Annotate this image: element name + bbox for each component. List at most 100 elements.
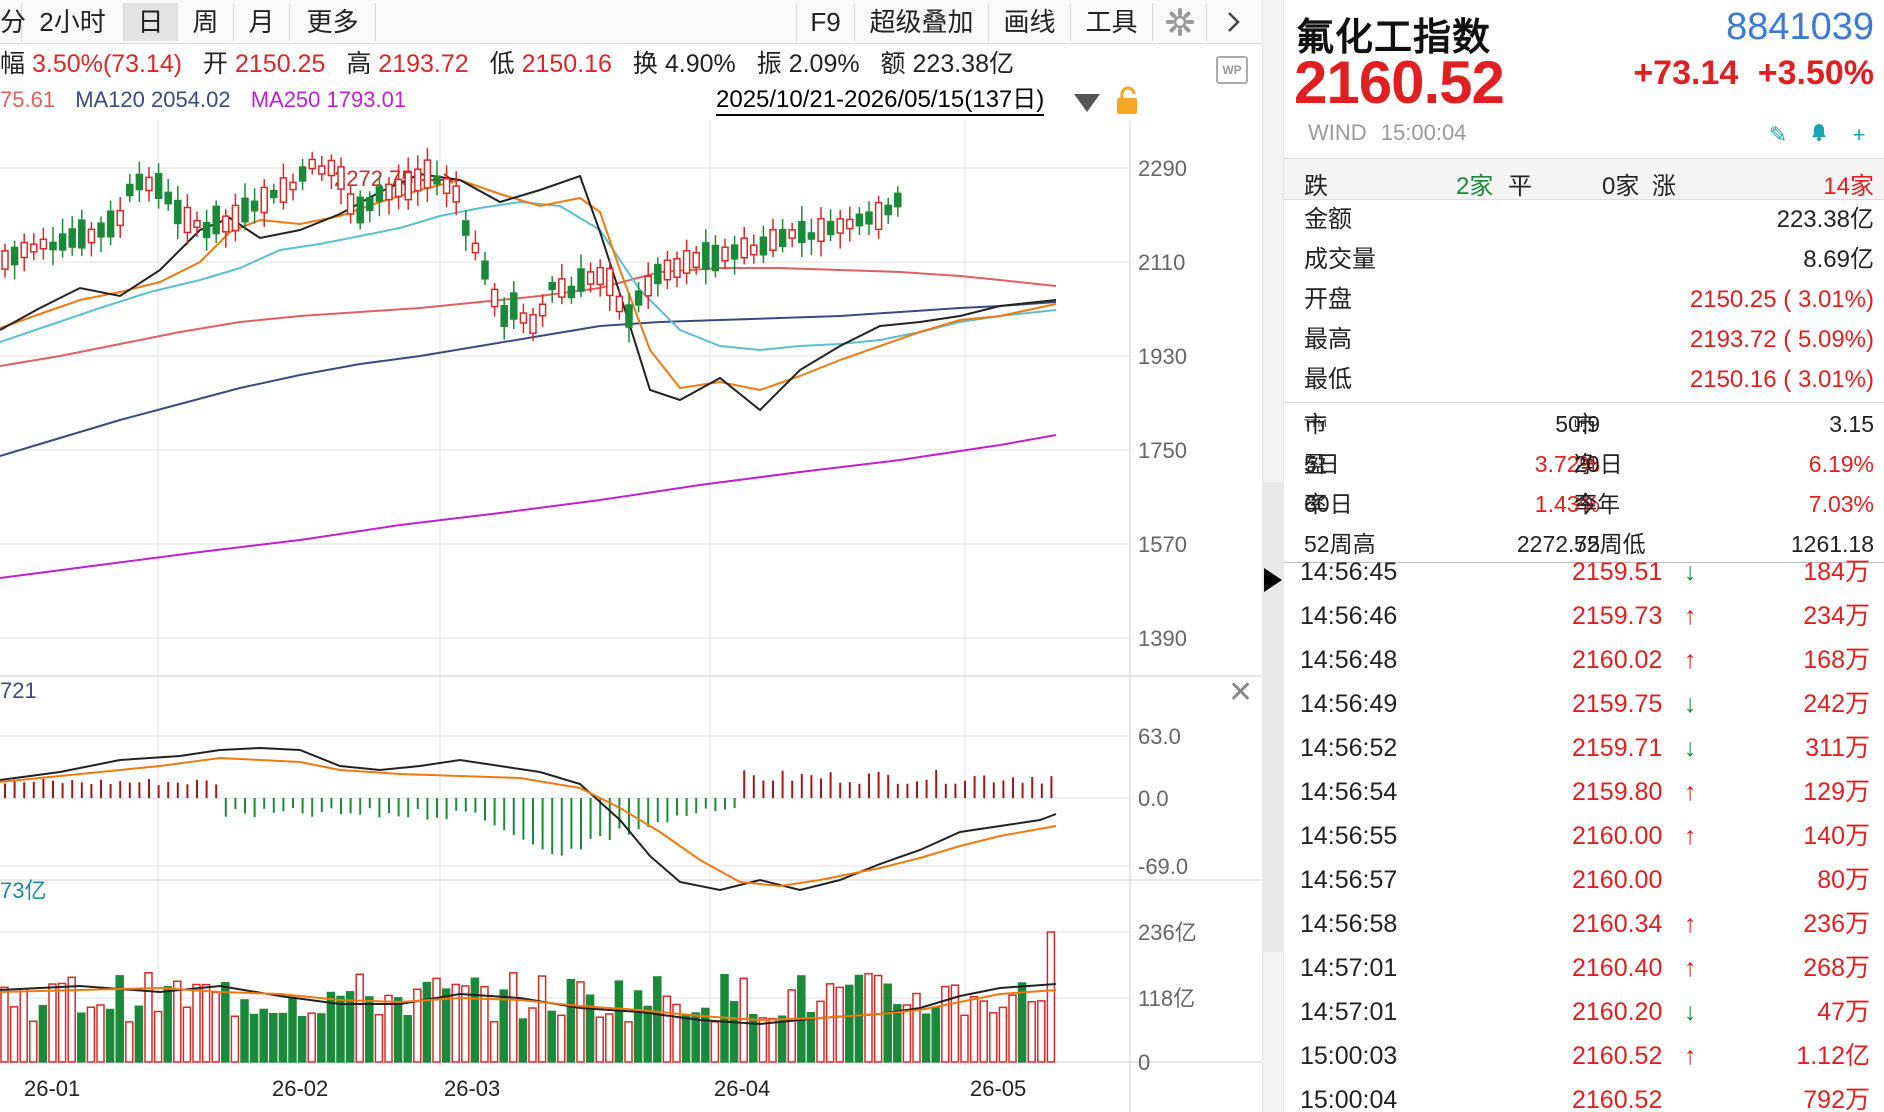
- candle-body: [759, 236, 768, 256]
- tick-time: 14:56:52: [1300, 734, 1398, 762]
- period-week-button[interactable]: 周: [178, 3, 234, 41]
- index-change: +73.14 +3.50%: [1633, 54, 1874, 93]
- candle-body: [68, 228, 76, 248]
- volume-bar: [518, 1018, 528, 1063]
- price-axis-label: 2110: [1138, 250, 1185, 275]
- tick-volume: 234万: [1803, 602, 1870, 630]
- candle-body: [855, 213, 864, 227]
- chart-toolbar: 分 2小时 日 周 月 更多 F9 超级叠加 画线 工具: [0, 0, 1262, 44]
- candle-body: [596, 266, 604, 286]
- tick-row: 14:56:58 2160.34 ↑ 236万: [1284, 902, 1884, 946]
- quote-summary-line: 幅 3.50%(73.14) 开 2150.25 高 2193.72 低 215…: [0, 46, 1014, 82]
- tick-row: 14:56:46 2159.73 ↑ 234万: [1284, 594, 1884, 638]
- moving-average-legend: 75.61 MA120 2054.02 MA250 1793.01: [0, 84, 406, 116]
- volume-bar: [288, 996, 297, 1063]
- candle-body: [135, 173, 144, 191]
- tick-direction-icon: ↑: [1684, 778, 1697, 806]
- volume-bar: [825, 983, 835, 1063]
- ma120-value: 2054.02: [151, 87, 231, 112]
- period-minute-button[interactable]: 分: [0, 3, 26, 41]
- alert-bell-icon[interactable]: [1806, 120, 1832, 146]
- gear-icon[interactable]: [1152, 3, 1206, 41]
- splitter-handle[interactable]: [1262, 482, 1284, 952]
- 52w-high-value: 2272.75: [1516, 531, 1600, 557]
- tick-price: 2160.00: [1572, 822, 1663, 850]
- collapse-arrow-icon[interactable]: [1264, 568, 1282, 592]
- candle-body: [116, 209, 124, 227]
- tick-row: 14:56:57 2160.00 80万: [1284, 858, 1884, 902]
- chevron-right-icon[interactable]: [1206, 3, 1258, 41]
- volume-bar: [480, 985, 489, 1063]
- volume-bar: [576, 981, 585, 1063]
- candle-body: [433, 175, 441, 185]
- volume-bar: [393, 997, 403, 1063]
- f9-button[interactable]: F9: [796, 3, 854, 41]
- volume-bar: [739, 977, 748, 1063]
- 52w-low-label: 52周低: [1574, 531, 1646, 557]
- candle-body: [452, 185, 460, 203]
- volume-bar: [605, 1013, 614, 1063]
- tick-list[interactable]: 14:56:45 2159.51 ↓ 184万 14:56:46 2159.73 ↑ 234万…: [1284, 560, 1884, 1112]
- wp-icon[interactable]: WP: [1216, 56, 1248, 84]
- date-axis-label: 26-01: [24, 1076, 80, 1101]
- tick-volume: 140万: [1803, 822, 1870, 850]
- quote-time: 15:00:04: [1380, 120, 1467, 145]
- stat-value: 223.38亿: [1776, 206, 1874, 233]
- volume-bar: [864, 972, 873, 1063]
- index-code[interactable]: 8841039: [1726, 6, 1874, 48]
- volume-bar: [317, 1013, 326, 1063]
- candle-body: [279, 177, 288, 203]
- more-periods-button[interactable]: 更多: [290, 3, 376, 41]
- period-2h-button[interactable]: 2小时: [22, 3, 124, 41]
- volume-bar: [29, 1020, 38, 1063]
- tick-price: 2160.52: [1572, 1042, 1663, 1070]
- ma-partial-value: 75.61: [0, 87, 56, 112]
- tick-price: 2159.71: [1572, 734, 1663, 762]
- draw-line-button[interactable]: 画线: [988, 3, 1070, 41]
- volume-bar: [653, 976, 662, 1063]
- tick-price: 2160.34: [1572, 910, 1663, 938]
- tools-button[interactable]: 工具: [1070, 3, 1152, 41]
- tick-price: 2159.80: [1572, 778, 1663, 806]
- volume-bar: [854, 974, 864, 1063]
- candle-body: [202, 221, 211, 239]
- candle-body: [702, 242, 710, 270]
- volume-axis-label: 118亿: [1138, 986, 1195, 1011]
- add-icon[interactable]: +: [1852, 122, 1866, 147]
- candle-body: [586, 271, 595, 285]
- kline-chart[interactable]: 2290 2110 1930 1750 1570 1390 63.0 0.0 -…: [0, 120, 1262, 1112]
- candle-body: [404, 171, 412, 201]
- tick-direction-icon: ↑: [1684, 822, 1697, 850]
- volume-bar: [557, 1014, 566, 1063]
- volume-bar: [77, 1012, 86, 1063]
- period-label: 5日: [1304, 451, 1340, 477]
- candle-body: [289, 181, 297, 191]
- lock-icon[interactable]: [1114, 86, 1140, 116]
- date-range-dropdown-icon[interactable]: [1072, 92, 1102, 114]
- candle-body: [154, 173, 163, 199]
- up-label: 涨: [1652, 173, 1676, 200]
- tick-price: 2160.00: [1572, 866, 1663, 894]
- period-month-button[interactable]: 月: [234, 3, 290, 41]
- tick-volume: 184万: [1803, 560, 1870, 586]
- volume-bar: [432, 977, 441, 1063]
- candle-body: [634, 290, 643, 306]
- volume-bar: [134, 1005, 144, 1063]
- candle-body: [1, 250, 9, 270]
- macd-histogram: [4, 770, 1053, 856]
- super-overlay-button[interactable]: 超级叠加: [854, 3, 988, 41]
- close-subchart-icon[interactable]: ✕: [1228, 676, 1254, 709]
- tick-direction-icon: ↓: [1684, 998, 1697, 1026]
- candle-body: [183, 206, 192, 234]
- volume-bar: [566, 978, 576, 1063]
- volume-bar: [528, 1007, 537, 1063]
- period-label: 20日: [1574, 451, 1623, 477]
- edit-icon[interactable]: ✎: [1768, 122, 1788, 147]
- tick-price: 2160.02: [1572, 646, 1663, 674]
- stat-row-amount: 金额 223.38亿: [1284, 200, 1884, 240]
- date-range-selector[interactable]: 2025/10/21-2026/05/15(137日): [716, 86, 1045, 116]
- period-day-button[interactable]: 日: [124, 3, 178, 41]
- volume-bar: [499, 989, 508, 1063]
- ma120-line: [0, 301, 1057, 457]
- candle-body: [663, 259, 672, 281]
